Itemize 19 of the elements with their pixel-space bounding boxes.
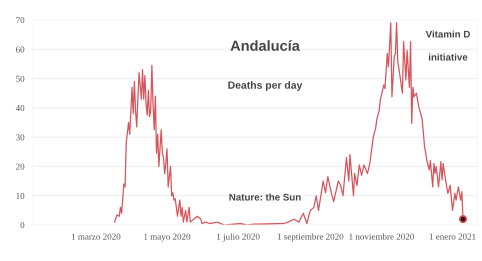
x-tick-label: 1 julio 2020 <box>217 233 260 242</box>
y-tick-label: 10 <box>16 192 24 199</box>
y-tick-label: 60 <box>16 46 24 53</box>
x-tick-label: 1 septiembre 2020 <box>278 233 344 242</box>
annotation: Vitamin D <box>426 30 470 38</box>
x-tick-label: 1 noviembre 2020 <box>349 233 414 240</box>
x-tick-label: 1 enero 2021 <box>430 234 476 240</box>
text: Andalucía <box>230 40 300 51</box>
y-tick-label: 50 <box>16 76 24 82</box>
x-tick-label: 1 marzo 2020 <box>72 234 120 240</box>
y-tick-label: 0 <box>20 222 24 228</box>
annotation: initiative <box>428 53 468 61</box>
text: Deaths per day <box>228 81 302 91</box>
annotation: Nature: the Sun <box>229 193 301 201</box>
y-tick-label: 70 <box>16 17 24 24</box>
y-tick-label: 20 <box>16 164 24 170</box>
y-tick-label: 40 <box>16 104 24 112</box>
y-tick-label: 30 <box>16 134 24 140</box>
x-tick-label: 1 mayo 2020 <box>144 234 190 242</box>
